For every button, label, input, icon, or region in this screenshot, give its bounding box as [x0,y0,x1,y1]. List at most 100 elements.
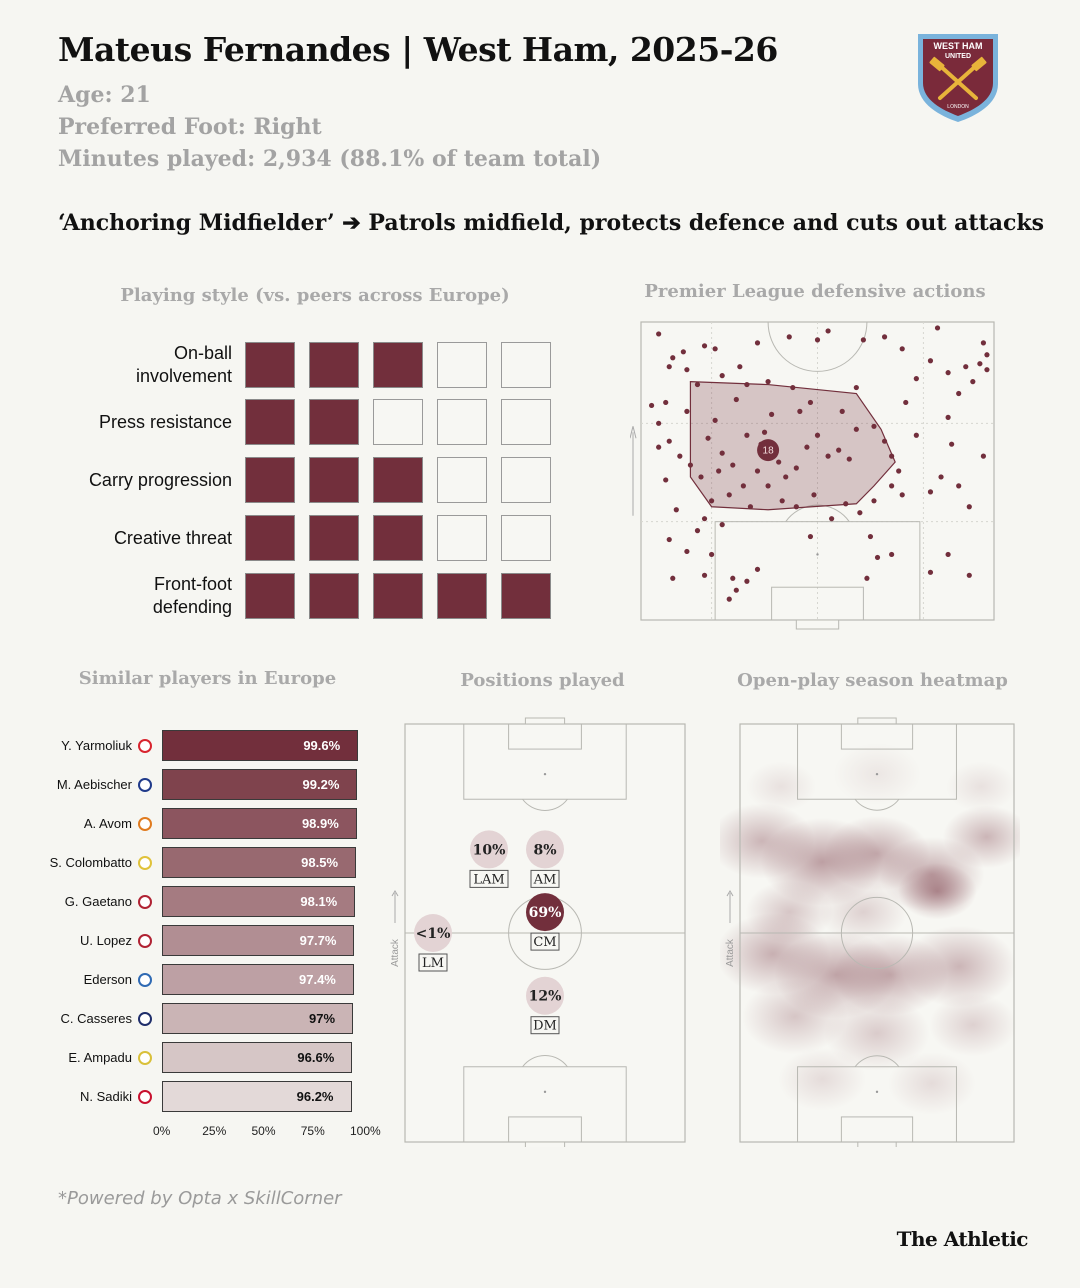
similar-player-bar [162,847,357,878]
club-badge-icon [138,973,152,987]
defensive-action-point [765,379,771,385]
penalty-arc-bottom [854,1055,900,1068]
x-tick-label: 25% [202,1124,227,1138]
defensive-action-point [666,438,672,444]
defensive-action-point [793,465,799,471]
defensive-action-point [945,414,951,420]
similar-player-name: E. Ampadu [68,1050,132,1065]
player-role: ‘Anchoring Midfielder’ ➔ Patrols midfiel… [58,210,1045,236]
defensive-action-point [670,575,676,581]
defensive-action-point [814,337,821,343]
defensive-action-point [698,474,704,480]
similar-player-bar [162,1042,353,1073]
penalty-spot [816,553,819,556]
defensive-action-point [712,417,718,423]
defensive-action-point [740,483,746,489]
club-badge-icon [138,1012,152,1026]
defensive-action-point [666,536,672,543]
defensive-action-point [881,438,888,444]
defensive-action-point [754,468,761,474]
defensive-action-point [825,328,831,334]
goal [795,619,840,630]
position-label: LM [422,956,444,971]
defensive-action-point [949,441,955,447]
defensive-action-point [829,516,835,522]
similar-player-name: N. Sadiki [79,1089,132,1104]
defensive-action-point [730,575,736,581]
defensive-action-point [673,507,679,513]
defensive-action-point [839,408,845,414]
similar-player-name: Ederson [83,972,132,987]
similar-player-value: 96.6% [297,1050,335,1065]
defensive-action-point [899,346,905,352]
defensive-action-point [825,453,831,459]
defensive-zone-hull [689,380,896,511]
defensive-action-point [705,435,711,441]
defensive-action-point [779,498,785,504]
similar-player-bar [162,1081,352,1112]
defensive-action-point [694,381,701,388]
style-row-label-line: On-ball [173,343,232,363]
penalty-arc-top [522,798,568,811]
penalty-spot-bottom [543,1090,547,1094]
defensive-action-point [776,459,782,465]
similar-player-name: M. Aebischer [56,777,132,792]
style-square-filled [245,342,295,388]
defensive-action-point [864,575,870,581]
defensive-action-point [927,569,934,575]
style-square-filled [373,457,423,503]
position-bubble [414,914,452,952]
style-row-label: On-ball involvement [32,342,232,388]
heat-blob [887,1052,976,1115]
defensive-action-point [896,468,902,474]
defensive-action-point [680,349,686,355]
defensive-action-point [684,367,690,373]
defensive-action-point [984,367,990,373]
position-label-box [418,953,448,972]
playing-style-title: Playing style (vs. peers across Europe) [120,285,510,306]
similar-player-value: 97% [309,1011,336,1026]
defensive-action-point [684,548,690,555]
position-share: 8% [533,842,556,858]
defensive-action-point [663,399,669,406]
penalty-spot-bottom [875,1090,879,1094]
style-square-empty [373,399,423,445]
x-tick-label: 75% [300,1124,325,1138]
defensive-action-point [881,334,888,340]
heat-blob [778,1047,867,1111]
attack-arrowhead [630,426,637,439]
style-square-empty [437,457,487,503]
defensive-action-point [709,498,715,504]
defensive-action-point [694,528,701,534]
defensive-action-point [786,334,792,340]
position-label-box [469,869,509,888]
similar-player-bar [162,1003,354,1034]
style-row-label-line: defending [152,597,232,617]
style-square-filled [245,457,295,503]
defensive-action-point [701,572,708,578]
defensive-action-point [874,554,881,561]
footer-credit: *Powered by Opta x SkillCorner [58,1188,342,1209]
style-square-filled [373,573,423,619]
defensive-action-point [716,468,722,474]
defensive-action-point [836,447,842,453]
similar-player-value: 98.5% [301,855,339,870]
style-square-empty [437,515,487,561]
style-row-label-line: involvement [135,366,232,386]
style-square-filled [245,573,295,619]
center-circle [840,896,914,970]
defensive-action-point [889,453,895,459]
position-bubble [526,976,564,1015]
similar-player-name: C. Casseres [60,1011,132,1026]
defensive-action-point [797,408,803,414]
defensive-action-point [984,352,990,358]
position-share: 12% [529,989,562,1005]
style-square-filled [501,573,551,619]
defensive-action-point [934,325,941,331]
similar-player-value: 98.1% [300,894,338,909]
style-square-filled [309,515,359,561]
penalty-arc-top [854,798,900,811]
goal-top [857,717,897,725]
similar-player-bar [162,808,357,839]
defensive-action-point [889,551,895,558]
